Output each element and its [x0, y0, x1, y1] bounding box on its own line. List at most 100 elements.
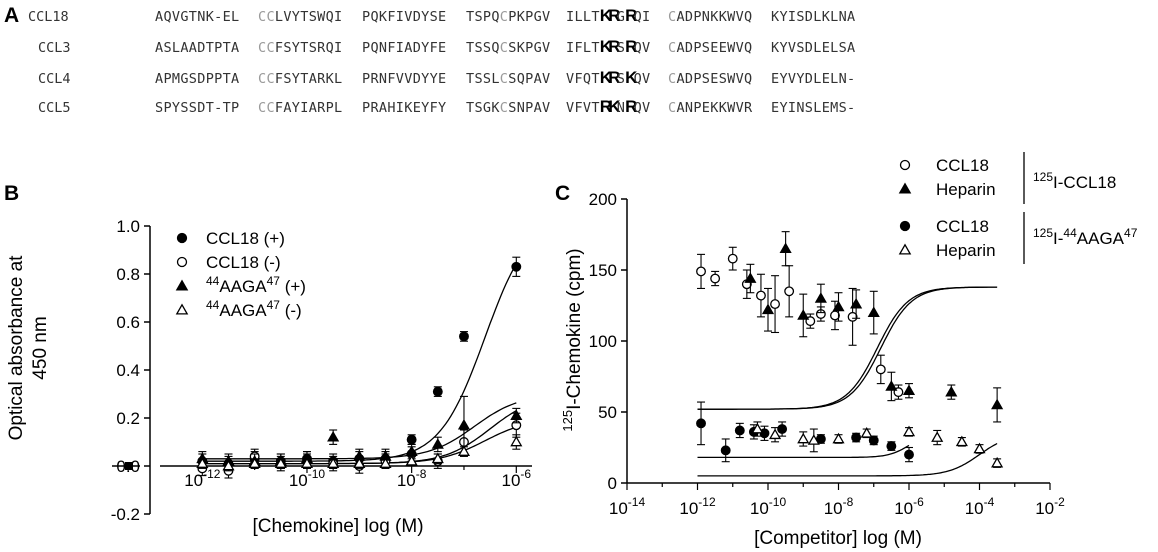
sequence-block: APMGSDPPTA [155, 71, 239, 87]
data-point [832, 300, 845, 312]
y-tick-label: 50 [598, 403, 617, 422]
data-point [457, 445, 471, 456]
sequence-block: AQVGTNK-EL [155, 9, 239, 25]
legend-label: 44AAGA47 (-) [206, 298, 302, 320]
sequence-block: TSPQCPKPGV [466, 9, 550, 25]
y-axis-label: Optical absorbance at [6, 255, 27, 441]
data-point [904, 449, 914, 460]
sequence-block: ASLAADTPTA [155, 40, 239, 56]
data-point [727, 253, 738, 264]
sequence-block: EYINSLEMS- [771, 100, 855, 116]
y-tick-label: 150 [589, 261, 617, 280]
data-point [457, 418, 471, 430]
data-point [222, 459, 235, 471]
legend-label: CCL18 [936, 156, 989, 175]
data-point [768, 428, 782, 440]
data-point [756, 290, 766, 301]
fit-curve [697, 286, 998, 410]
data-point [761, 303, 775, 315]
sequence-block: CADPSESWVQ [668, 71, 752, 87]
panel-label-c: C [555, 182, 570, 205]
data-point [327, 430, 340, 442]
data-point [696, 418, 706, 429]
data-point [955, 435, 968, 447]
x-tick-label: 10-14 [609, 495, 646, 518]
data-point [847, 311, 858, 322]
legend-marker [899, 220, 911, 232]
data-point [875, 364, 886, 375]
x-axis-label: [Competitor] log (M) [754, 528, 922, 549]
data-point [248, 457, 261, 468]
x-tick-label: 10-10 [750, 495, 787, 518]
sequence-block: SPYSSDT-TP [155, 100, 239, 116]
x-tick-label: 10-6 [894, 495, 924, 518]
sequence-block: TSSLCSQPAV [466, 71, 550, 87]
data-point [902, 384, 916, 396]
sequence-block: PQKFIVDYSE [362, 9, 446, 25]
data-point [991, 398, 1004, 410]
data-point [797, 432, 810, 444]
y-tick-label: 0 [608, 474, 617, 493]
data-point [814, 292, 827, 303]
data-point [779, 242, 792, 254]
data-point [931, 431, 944, 442]
legend-label: 44AAGA47 (+) [206, 274, 306, 296]
legend-marker [898, 243, 912, 255]
x-tick-label: 10-4 [965, 495, 995, 518]
y-tick-label: 100 [589, 332, 617, 351]
data-point [432, 386, 443, 397]
x-axis-label: [Chemokine] log (M) [252, 516, 423, 537]
y-tick-label: 0.6 [116, 313, 140, 332]
data-point [196, 457, 209, 468]
data-point [744, 272, 757, 283]
chart-b: -0.20.00.20.40.60.81.010-1210-1010-810-6… [6, 217, 532, 537]
data-point [459, 331, 469, 342]
data-point [720, 445, 731, 456]
data-point [431, 452, 444, 464]
data-point [431, 438, 444, 449]
data-point [973, 442, 986, 454]
sequence-block: CCFAYIARPL [258, 100, 342, 116]
x-tick-label: 10-8 [397, 467, 427, 490]
sequence-block: TSSQCSKPGV [466, 40, 550, 56]
data-point [274, 457, 287, 468]
sequence-name: CCL5 [38, 100, 71, 116]
data-point [991, 456, 1004, 468]
data-point [797, 309, 810, 320]
data-point [885, 380, 898, 391]
y-axis-label: 125I-Chemokine (cpm) [560, 248, 585, 431]
legend-tracer-label: 125I-44AAGA47 [1033, 226, 1138, 248]
legend-tracer-label: 125I-CCL18 [1033, 170, 1116, 192]
data-point [860, 427, 873, 438]
sequence-block: CCFSYTSRQI [258, 40, 342, 56]
sequence-block: KYISDLKLNA [771, 9, 855, 25]
sequence-block: EYVYDLELN- [771, 71, 855, 87]
sequence-block: CCLVYTSWQI [258, 9, 342, 25]
y-axis-label-line2: 450 nm [30, 316, 51, 379]
data-point [734, 425, 745, 436]
data-point [784, 286, 795, 297]
x-tick-label: 10-6 [502, 467, 532, 490]
legend-label: CCL18 [936, 217, 989, 236]
data-point [832, 432, 845, 444]
legend-label: Heparin [936, 241, 996, 260]
data-point [945, 385, 958, 397]
chart-c: 0 50 100 150 200 10-14 10-12 10-10 10-8 10-6 10-4 1… [560, 152, 1138, 549]
sequence-block: CANPEKKWVR [668, 100, 753, 116]
sequence-block: CADPSEEWVQ [668, 40, 752, 56]
data-point [867, 306, 880, 317]
sequence-block: TSGKCSNPAV [466, 100, 550, 116]
panel-label-a: A [4, 4, 19, 27]
y-tick-label: 0.4 [116, 361, 140, 380]
sequence-block: CCFSYTARKL [258, 71, 342, 87]
y-tick-label: 1.0 [116, 217, 140, 236]
data-point [868, 435, 879, 446]
data-point [327, 457, 340, 468]
data-point [510, 409, 523, 420]
fit-curve [697, 442, 998, 477]
sequence-block: PRAHIKEYFY [362, 100, 446, 116]
legend-marker [176, 256, 188, 268]
y-tick-label: 200 [589, 190, 617, 209]
sequence-block: PRNFVVDYYE [362, 71, 446, 87]
sequence-name: CCL18 [28, 9, 69, 25]
